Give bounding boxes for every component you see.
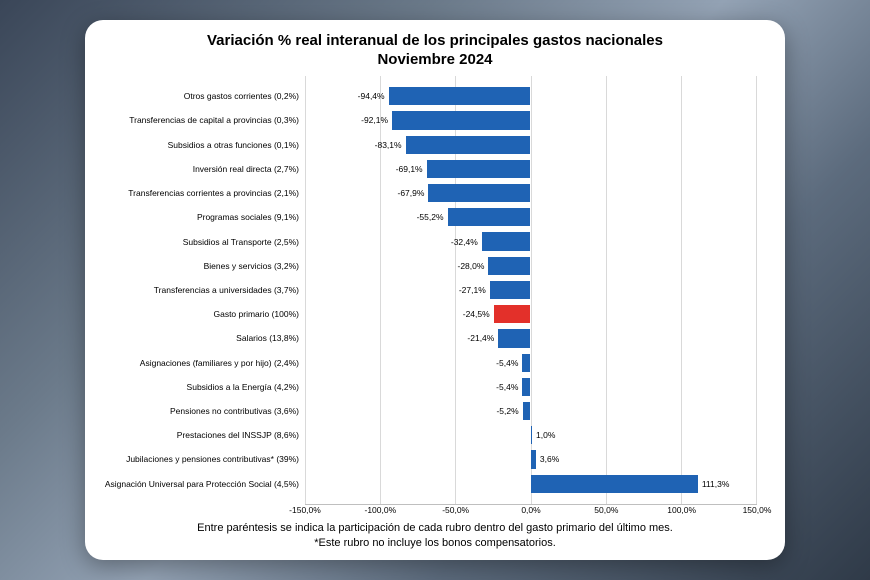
chart-title: Variación % real interanual de los princ…	[105, 32, 765, 70]
category-label: Prestaciones del INSSJP (8,6%)	[177, 430, 305, 440]
value-label: -21,4%	[467, 333, 494, 343]
bar-row: Transferencias de capital a provincias (…	[305, 108, 756, 132]
value-label: -5,2%	[496, 406, 518, 416]
x-tick-label: -150,0%	[289, 505, 321, 515]
bar-row: Jubilaciones y pensiones contributivas* …	[305, 447, 756, 471]
x-axis: -150,0%-100,0%-50,0%0,0%50,0%100,0%150,0…	[305, 505, 757, 519]
value-label: -94,4%	[358, 91, 385, 101]
bar	[498, 329, 530, 347]
value-label: -83,1%	[375, 140, 402, 150]
bar	[406, 136, 531, 154]
x-tick-label: 150,0%	[743, 505, 772, 515]
x-tick-label: -100,0%	[364, 505, 396, 515]
category-label: Subsidios al Transporte (2,5%)	[183, 237, 305, 247]
bar	[531, 450, 536, 468]
x-tick-label: -50,0%	[442, 505, 469, 515]
bar-row: Asignaciones (familiares y por hijo) (2,…	[305, 351, 756, 375]
bar	[448, 208, 531, 226]
chart-footnote: Entre paréntesis se indica la participac…	[105, 521, 765, 550]
category-label: Gasto primario (100%)	[213, 309, 305, 319]
bar-row: Transferencias a universidades (3,7%)-27…	[305, 278, 756, 302]
bar	[428, 184, 530, 202]
value-label: 111,3%	[702, 479, 730, 489]
bar-row: Otros gastos corrientes (0,2%)-94,4%	[305, 84, 756, 108]
title-line-1: Variación % real interanual de los princ…	[207, 32, 663, 49]
category-label: Subsidios a la Energía (4,2%)	[187, 382, 305, 392]
value-label: -69,1%	[396, 164, 423, 174]
chart-canvas: Otros gastos corrientes (0,2%)-94,4%Tran…	[305, 76, 757, 506]
bar	[522, 378, 530, 396]
bar-row: Bienes y servicios (3,2%)-28,0%	[305, 254, 756, 278]
value-label: 1,0%	[536, 430, 555, 440]
bar	[389, 87, 531, 105]
bar-row: Asignación Universal para Protección Soc…	[305, 472, 756, 496]
category-label: Jubilaciones y pensiones contributivas* …	[126, 454, 305, 464]
bar	[427, 160, 531, 178]
bar-row: Salarios (13,8%)-21,4%	[305, 326, 756, 350]
category-label: Transferencias de capital a provincias (…	[129, 115, 305, 125]
bar-row: Programas sociales (9,1%)-55,2%	[305, 205, 756, 229]
category-label: Otros gastos corrientes (0,2%)	[184, 91, 305, 101]
bar	[523, 402, 531, 420]
x-tick-label: 50,0%	[594, 505, 618, 515]
value-label: -28,0%	[457, 261, 484, 271]
value-label: -24,5%	[463, 309, 490, 319]
chart-card: Variación % real interanual de los princ…	[85, 20, 785, 560]
value-label: 3,6%	[540, 454, 559, 464]
bar	[490, 281, 531, 299]
value-label: -92,1%	[361, 115, 388, 125]
value-label: -67,9%	[398, 188, 425, 198]
category-label: Transferencias a universidades (3,7%)	[154, 285, 305, 295]
category-label: Salarios (13,8%)	[236, 333, 305, 343]
bar	[482, 232, 531, 250]
category-label: Programas sociales (9,1%)	[197, 212, 305, 222]
footnote-line-1: Entre paréntesis se indica la participac…	[197, 522, 673, 534]
bar-row: Subsidios al Transporte (2,5%)-32,4%	[305, 229, 756, 253]
value-label: -32,4%	[451, 237, 478, 247]
bar-row: Prestaciones del INSSJP (8,6%)1,0%	[305, 423, 756, 447]
category-label: Transferencias corrientes a provincias (…	[128, 188, 305, 198]
bar	[531, 475, 698, 493]
category-label: Bienes y servicios (3,2%)	[204, 261, 305, 271]
category-label: Asignación Universal para Protección Soc…	[105, 479, 305, 489]
value-label: -27,1%	[459, 285, 486, 295]
bar-row: Inversión real directa (2,7%)-69,1%	[305, 157, 756, 181]
plot-area: Otros gastos corrientes (0,2%)-94,4%Tran…	[305, 70, 757, 520]
x-tick-label: 100,0%	[667, 505, 696, 515]
value-label: -5,4%	[496, 358, 518, 368]
category-label: Asignaciones (familiares y por hijo) (2,…	[140, 358, 305, 368]
bar	[531, 426, 533, 444]
bar-row: Transferencias corrientes a provincias (…	[305, 181, 756, 205]
x-tick-label: 0,0%	[521, 505, 540, 515]
bar-row: Subsidios a la Energía (4,2%)-5,4%	[305, 375, 756, 399]
value-label: -5,4%	[496, 382, 518, 392]
gridline	[756, 76, 757, 505]
bar-row: Subsidios a otras funciones (0,1%)-83,1%	[305, 133, 756, 157]
bar	[392, 111, 530, 129]
title-line-2: Noviembre 2024	[377, 51, 492, 68]
bar-row: Pensiones no contributivas (3,6%)-5,2%	[305, 399, 756, 423]
bar	[488, 257, 530, 275]
category-label: Subsidios a otras funciones (0,1%)	[168, 140, 305, 150]
category-label: Pensiones no contributivas (3,6%)	[170, 406, 305, 416]
category-label: Inversión real directa (2,7%)	[193, 164, 305, 174]
bar-row: Gasto primario (100%)-24,5%	[305, 302, 756, 326]
bar	[522, 354, 530, 372]
footnote-line-2: *Este rubro no incluye los bonos compens…	[314, 537, 556, 549]
bars-container: Otros gastos corrientes (0,2%)-94,4%Tran…	[305, 76, 756, 505]
bar	[494, 305, 531, 323]
value-label: -55,2%	[417, 212, 444, 222]
